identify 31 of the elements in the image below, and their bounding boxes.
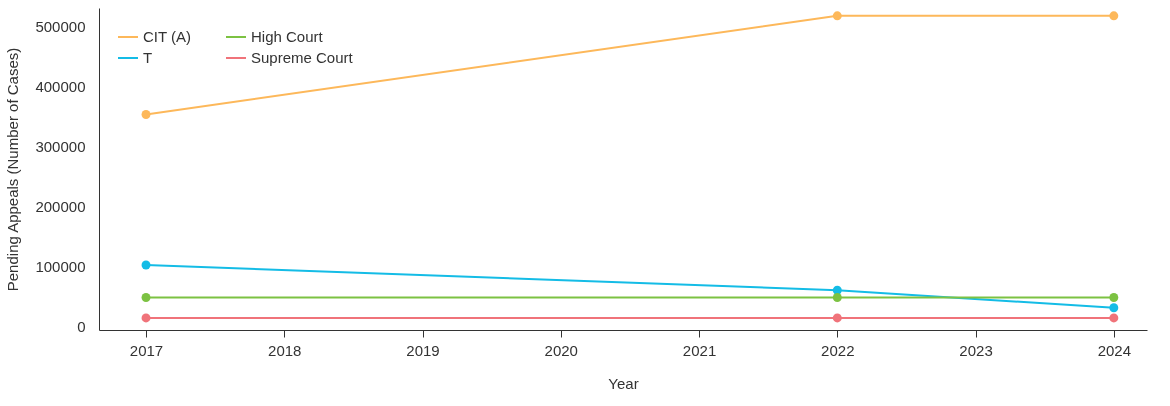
legend-label: Supreme Court [251, 49, 354, 66]
point [141, 110, 151, 119]
legend-label: CIT (A) [143, 28, 192, 45]
y-tick-label: 200000 [35, 198, 86, 216]
point [141, 313, 151, 323]
point [832, 11, 842, 21]
point [141, 260, 151, 270]
x-tick-label: 2017 [129, 341, 164, 359]
x-tick-label: 2024 [1097, 341, 1132, 359]
point [832, 293, 842, 302]
x-tick-label: 2020 [544, 341, 578, 359]
point [141, 293, 151, 302]
point [1109, 11, 1119, 21]
y-tick-label: 400000 [35, 77, 86, 95]
point [832, 313, 842, 323]
y-tick-label: 0 [77, 318, 86, 336]
y-tick-label: 300000 [35, 137, 86, 155]
y-axis-title: Pending Appeals (Number of Cases) [4, 47, 22, 292]
x-tick-label: 2022 [821, 341, 855, 359]
x-tick-label: 2023 [959, 341, 993, 359]
x-axis-title: Year [608, 374, 639, 392]
legend-label: High Court [251, 28, 324, 45]
legend-label: T [143, 49, 153, 66]
y-tick-label: 100000 [35, 258, 86, 276]
point [1109, 313, 1119, 323]
y-tick-label: 500000 [35, 17, 86, 35]
point [1109, 293, 1119, 302]
x-tick-label: 2018 [268, 341, 302, 359]
x-tick-label: 2021 [682, 341, 717, 359]
point [1109, 303, 1119, 313]
x-tick-label: 2019 [406, 341, 440, 359]
